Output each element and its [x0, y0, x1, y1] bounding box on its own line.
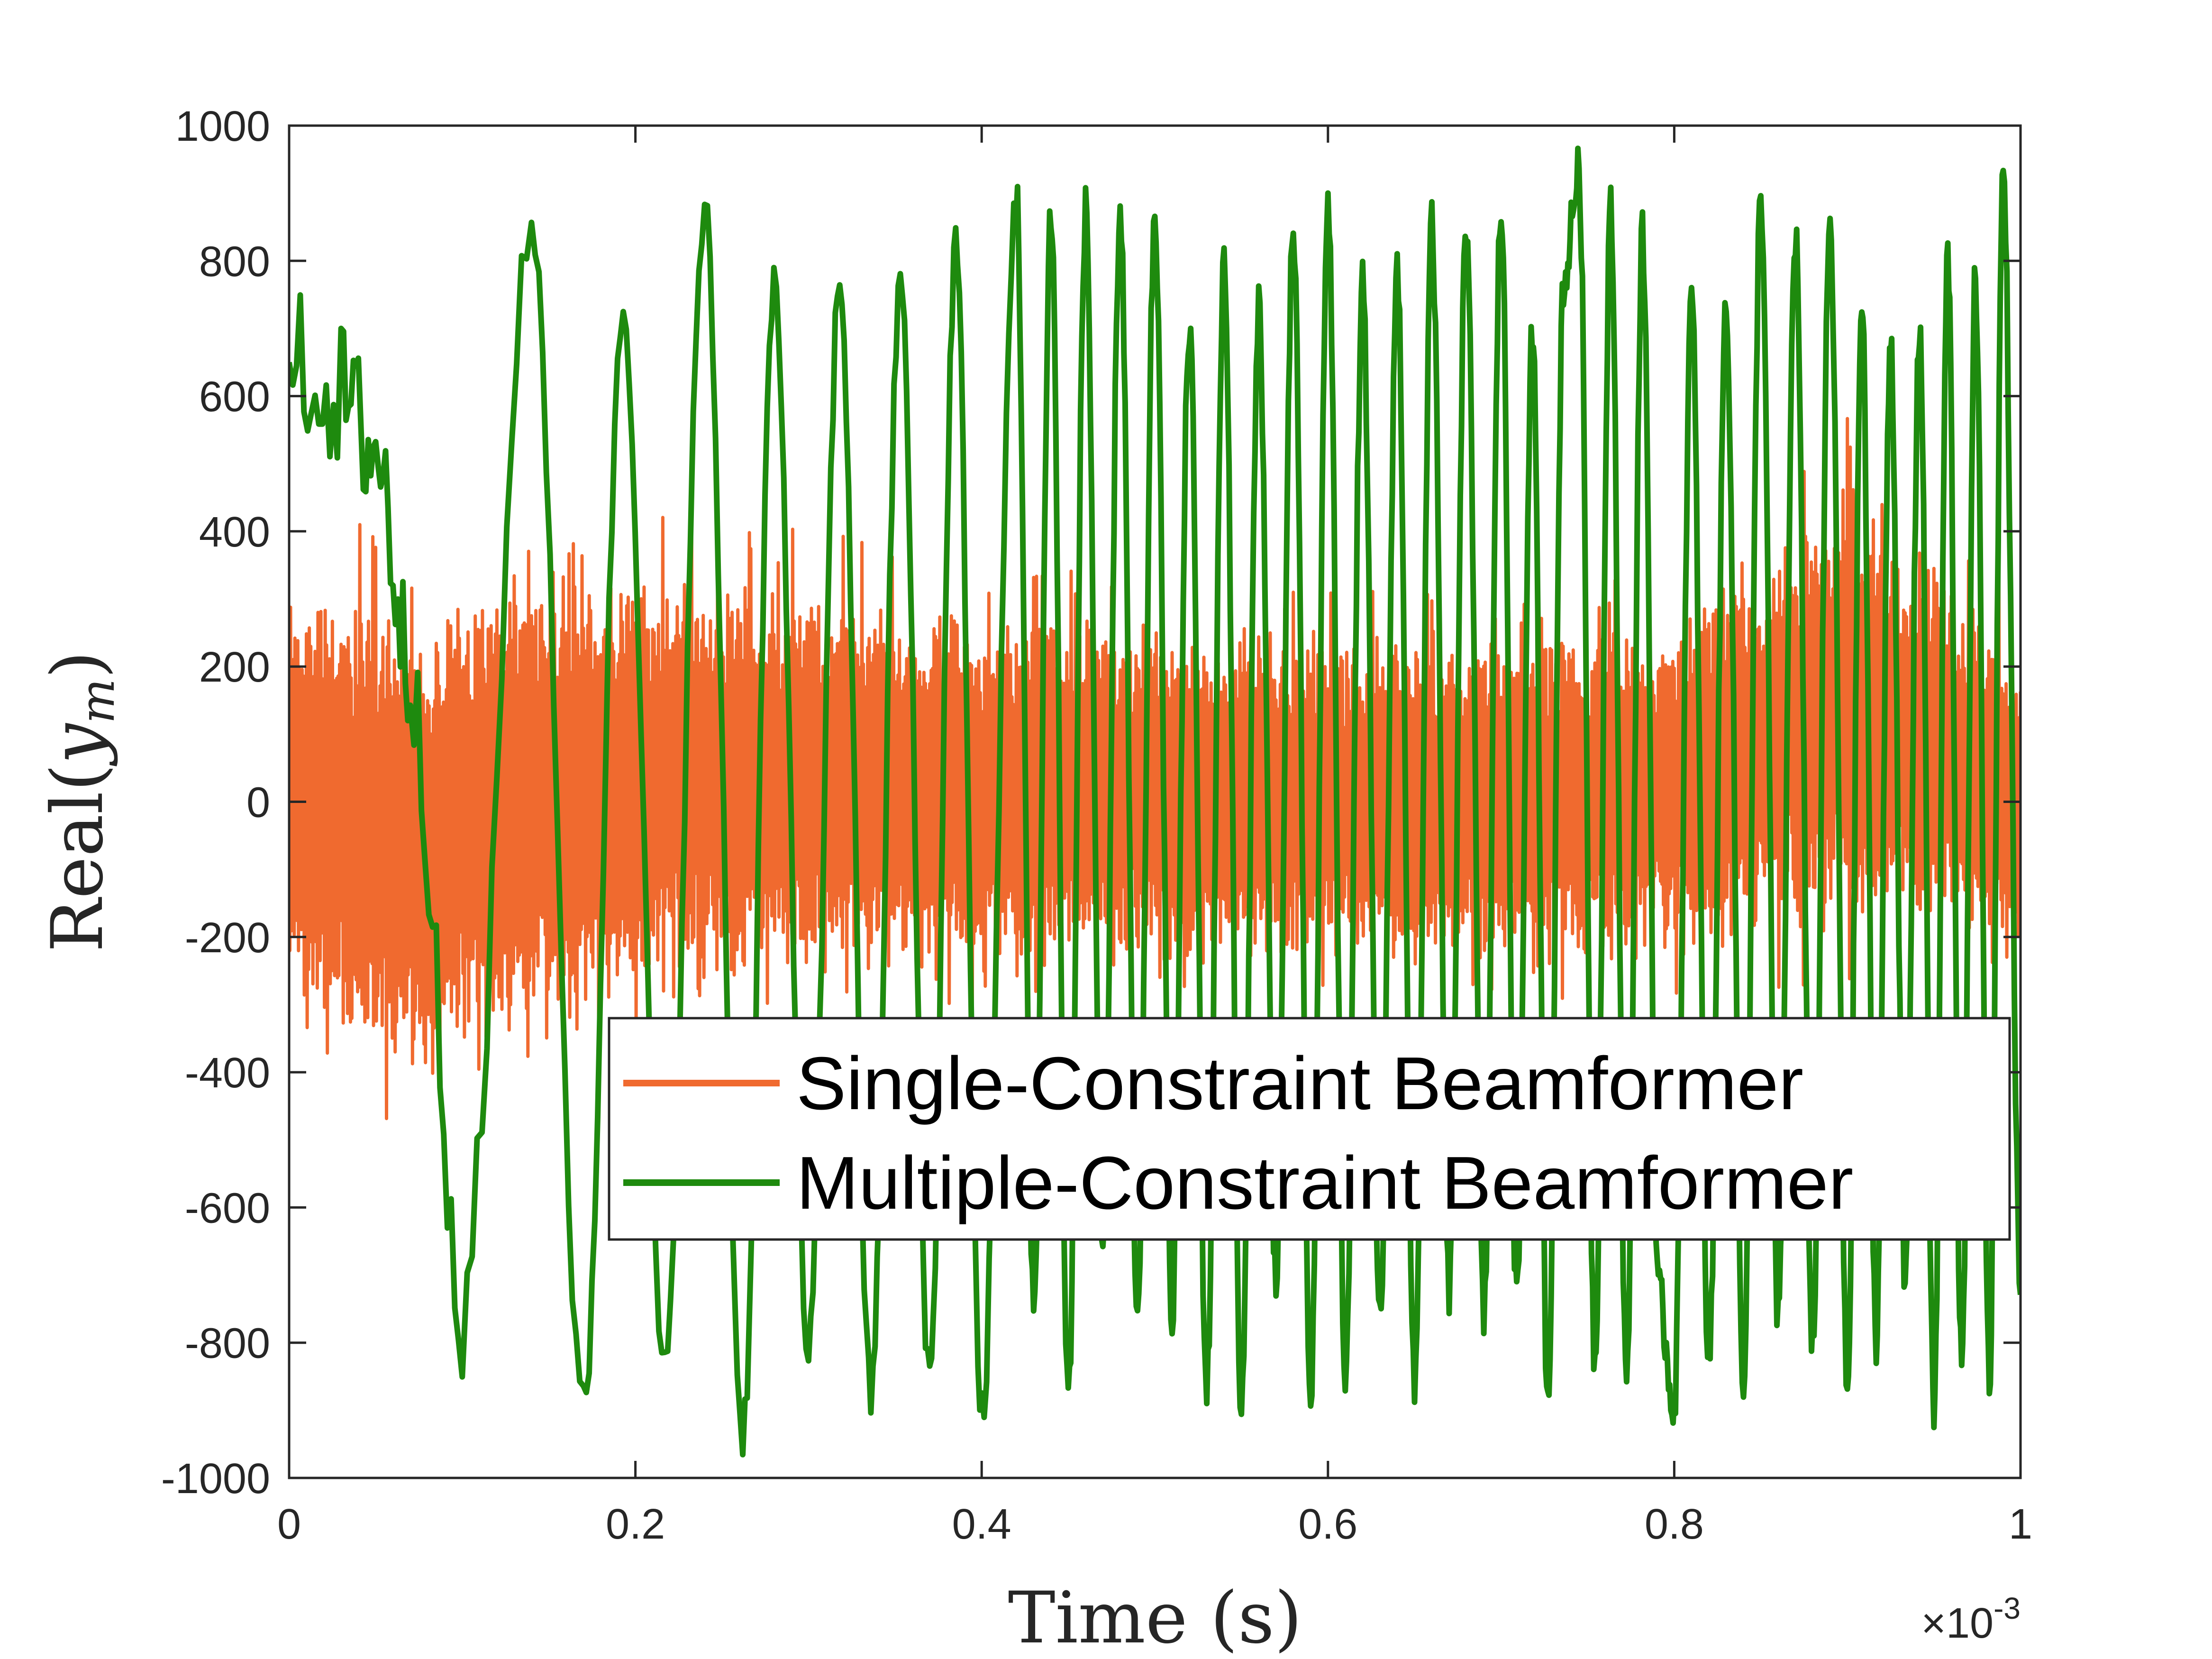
tick-layer: 0 0.2 0.4 0.6 0.8 1 -1000 -800 -600 -400 -200 0 200 4… — [161, 103, 2032, 1548]
x-tick-label: 0.6 — [1298, 1501, 1357, 1548]
y-title-sub: m — [70, 679, 125, 724]
y-tick-label: 800 — [199, 238, 270, 285]
legend-box — [608, 1017, 2011, 1241]
x-exponent-label: ×10-3 — [1921, 1591, 2021, 1647]
y-tick-label: -400 — [185, 1049, 270, 1097]
y-tick-label: 1000 — [175, 103, 270, 150]
y-tick-label: 400 — [199, 509, 270, 556]
legend-label-single-constraint: Single-Constraint Beamformer — [796, 1042, 1803, 1125]
y-tick-label: -1000 — [161, 1455, 270, 1503]
x-tick-label: 0 — [277, 1501, 301, 1548]
x-tick-label: 0.2 — [606, 1501, 665, 1548]
y-title-var: y — [36, 722, 119, 766]
x-axis-title: Time (s) — [1008, 1577, 1302, 1659]
y-tick-label: -800 — [185, 1320, 270, 1367]
y-axis-title: Real(ym) — [36, 651, 125, 952]
y-tick-label: -200 — [185, 914, 270, 962]
x-tick-label: 1 — [2009, 1501, 2032, 1548]
y-tick-label: 0 — [246, 779, 270, 827]
x-exponent-value: -3 — [1994, 1591, 2021, 1625]
y-tick-label: -600 — [185, 1185, 270, 1232]
y-title-suffix: ) — [36, 651, 119, 679]
series-layer — [289, 146, 2021, 1458]
y-tick-label: 600 — [199, 374, 270, 421]
series-line-multiple-constraint — [289, 146, 2021, 1458]
y-tick-label: 200 — [199, 644, 270, 691]
legend[interactable]: Single-Constraint Beamformer Multiple-Co… — [608, 1017, 2011, 1241]
legend-label-multiple-constraint: Multiple-Constraint Beamformer — [796, 1141, 1853, 1225]
x-tick-label: 0.4 — [952, 1501, 1011, 1548]
y-title-prefix: Real( — [36, 764, 119, 952]
x-tick-label: 0.8 — [1645, 1501, 1704, 1548]
x-exponent-base: ×10 — [1921, 1600, 1994, 1647]
